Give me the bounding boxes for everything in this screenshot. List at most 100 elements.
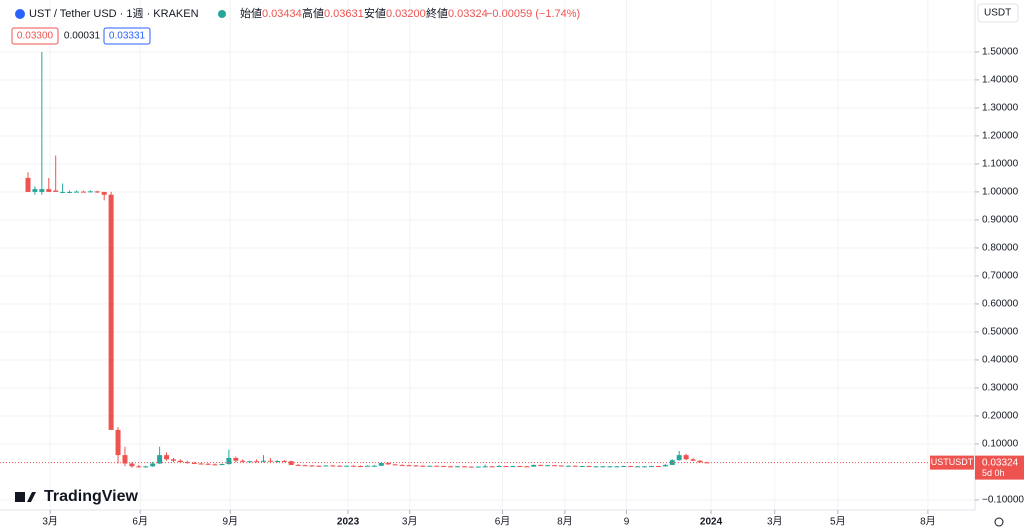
sell-button[interactable] [11, 27, 59, 45]
candle-body [510, 466, 516, 468]
candle-body [662, 464, 668, 467]
logo: TradingView [44, 488, 139, 505]
candle-body [371, 465, 377, 467]
candle-body [330, 465, 336, 467]
x-tick-label: 5月 [830, 516, 846, 528]
candle-body [80, 191, 86, 193]
candle-body [517, 466, 523, 468]
currency-select[interactable] [977, 3, 1019, 23]
y-tick-label: 1.30000 [982, 103, 1019, 114]
candle-body [538, 464, 544, 466]
candle-body [60, 191, 66, 193]
candle-body [39, 189, 45, 192]
candle-body [648, 466, 654, 468]
y-tick-label: 0.70000 [982, 271, 1019, 282]
symbol-icon [15, 9, 25, 19]
candle-body [316, 465, 322, 467]
candle-body [565, 465, 571, 467]
candle-body [157, 455, 163, 464]
candle-body [406, 465, 412, 467]
candle-body [198, 463, 204, 465]
candle-body [115, 429, 121, 456]
x-tick-label: 3月 [402, 516, 418, 528]
price-tag-value: 0.03324 [982, 457, 1019, 468]
buy-button[interactable] [103, 27, 151, 45]
candle-body [108, 194, 114, 430]
candle-body [177, 460, 183, 463]
candle-body [551, 465, 557, 467]
y-tick-label: 0.20000 [982, 411, 1019, 422]
candle-body [32, 189, 38, 192]
candle-body [73, 191, 79, 193]
close-label: 終値 [426, 6, 448, 20]
sell-price[interactable]: 0.03300 [17, 31, 54, 42]
candle-body [413, 465, 419, 467]
candle-body [676, 455, 682, 461]
x-tick-label: 8月 [920, 516, 936, 528]
candle-body [482, 466, 488, 468]
candle-body [337, 465, 343, 467]
candle-body [295, 464, 301, 466]
candle-body [441, 466, 447, 468]
y-tick-label: 0.60000 [982, 299, 1019, 310]
candle-body [579, 466, 585, 468]
candle-body [122, 455, 128, 464]
candle-body [344, 465, 350, 467]
candle-body [309, 465, 315, 467]
symbol-tag-label: USTUSDT [931, 457, 974, 467]
candle-body [94, 191, 100, 193]
candle-body [323, 465, 329, 467]
y-tick-label: 0.30000 [982, 383, 1019, 394]
y-tick-label: 1.50000 [982, 47, 1019, 58]
x-tick-label: 3月 [767, 516, 783, 528]
candle-body [46, 189, 52, 192]
symbol-title[interactable]: UST / Tether USD · 1週 · KRAKEN [29, 7, 199, 20]
candle-body [136, 466, 142, 468]
x-tick-label: 6月 [495, 516, 511, 528]
y-tick-label: 0.90000 [982, 215, 1019, 226]
candle-body [358, 466, 364, 468]
y-tick-label: 0.40000 [982, 355, 1019, 366]
candle-body [434, 465, 440, 467]
candle-body [247, 461, 253, 463]
candle-body [101, 191, 107, 195]
candle-body [607, 466, 613, 468]
low-label: 安値 [364, 6, 386, 20]
candle-body [378, 462, 384, 466]
candle-body [642, 466, 648, 468]
candle-body [267, 460, 273, 462]
candle-body [448, 466, 454, 468]
candle-body [621, 466, 627, 468]
candle-body [635, 466, 641, 468]
candle-body [524, 466, 530, 468]
candle-body [219, 464, 225, 466]
candle-body [690, 459, 696, 461]
candle-body [364, 465, 370, 467]
candle-body [586, 466, 592, 468]
candle-body [392, 464, 398, 466]
candle-body [600, 466, 606, 468]
currency-label[interactable]: USDT [984, 8, 1011, 19]
symbol-tag [930, 455, 974, 470]
candle-body [496, 466, 502, 468]
y-tick-label: 0.10000 [982, 439, 1019, 450]
candle-body [240, 460, 246, 462]
candle-body [274, 461, 280, 462]
grid [0, 0, 975, 510]
candle-body [558, 465, 564, 467]
x-tick-label: 6月 [132, 516, 148, 528]
candle-body [420, 465, 426, 467]
x-tick-label: 8月 [557, 516, 573, 528]
candle-body [25, 177, 31, 192]
logo-icon [15, 492, 36, 502]
x-tick-label: 9月 [222, 516, 238, 528]
buy-price[interactable]: 0.03331 [109, 31, 146, 42]
settings-icon[interactable] [994, 517, 1004, 527]
x-tick-label: 3月 [42, 516, 58, 528]
candle-body [143, 466, 149, 468]
spread: 0.00031 [64, 31, 101, 42]
candle-body [614, 466, 620, 468]
y-tick-label: 0.50000 [982, 327, 1019, 338]
